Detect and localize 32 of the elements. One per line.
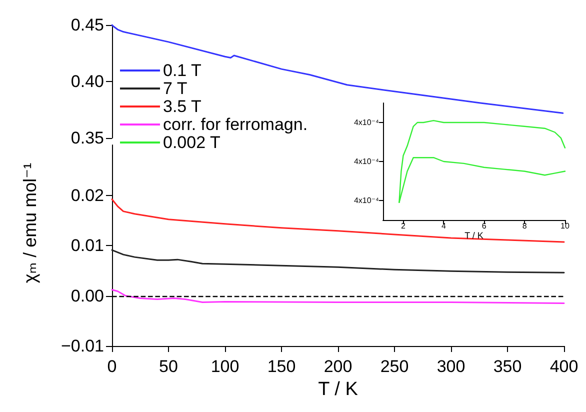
legend-label: 0.002 T [163, 133, 220, 152]
x-axis-title: T / K [318, 379, 358, 400]
x-tick-label: 300 [436, 357, 466, 376]
legend-label: 0.1 T [163, 61, 202, 80]
x-tick-label: 250 [380, 357, 409, 376]
y-tick-label: 0.45 [70, 16, 104, 34]
legend-label: 3.5 T [163, 97, 202, 116]
x-tick-label: 200 [324, 357, 352, 376]
y-tick-label: 4x10⁻⁴ [354, 157, 380, 166]
y-tick-label: 4x10⁻⁴ [354, 196, 380, 205]
x-tick-label: 100 [210, 357, 240, 376]
x-tick-label: 150 [267, 357, 296, 376]
x-tick-label: 50 [159, 357, 178, 376]
x-tick-label: 10 [560, 222, 570, 230]
legend-label: corr. for ferromagn. [163, 115, 308, 134]
y-tick-label: 4x10⁻⁴ [354, 118, 380, 127]
legend-label: 7 T [163, 79, 188, 98]
y-tick-label: 0.40 [70, 72, 104, 91]
line-series [111, 288, 565, 304]
x-tick-label: 0 [107, 357, 117, 376]
x-axis-title: T / K [464, 230, 484, 240]
y-tick-label: 0.00 [70, 286, 104, 306]
y-axis-title: χₘ / emu mol⁻¹ [20, 162, 40, 284]
y-tick-label: 0.35 [70, 128, 104, 148]
line-series [111, 249, 565, 274]
y-tick-label: 0.01 [70, 236, 104, 255]
x-tick-label: 350 [493, 357, 522, 376]
y-tick-label: 0.02 [70, 186, 104, 205]
x-tick-label: 400 [550, 357, 578, 376]
x-tick-label: 4 [441, 222, 446, 230]
y-tick-label: −0.01 [60, 336, 104, 356]
line-series [111, 24, 564, 114]
